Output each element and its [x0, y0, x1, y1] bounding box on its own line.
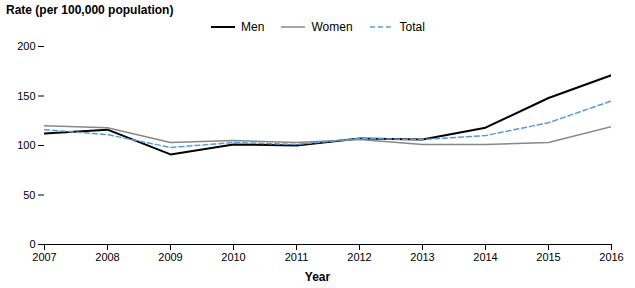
svg-text:2009: 2009 [158, 251, 182, 263]
svg-text:2011: 2011 [285, 251, 309, 263]
html-text:Year: Year [304, 270, 331, 284]
svg-text:2016: 2016 [599, 251, 623, 263]
svg-text:2013: 2013 [410, 251, 434, 263]
html-text:Total: Total [399, 20, 425, 34]
html-text:Men: Men [241, 20, 265, 34]
svg-text:2007: 2007 [32, 251, 56, 263]
html-text:Rate (per 100,000 population): Rate (per 100,000 population) [6, 3, 174, 17]
html-text:Women: Women [311, 20, 353, 34]
svg-text:150: 150 [17, 90, 35, 102]
svg-text:100: 100 [17, 139, 35, 151]
svg-text:2010: 2010 [221, 251, 245, 263]
svg-text:2012: 2012 [347, 251, 371, 263]
svg-text:50: 50 [23, 189, 35, 201]
svg-text:2015: 2015 [536, 251, 560, 263]
svg-text:2014: 2014 [473, 251, 497, 263]
svg-text:200: 200 [17, 40, 35, 52]
svg-text:2008: 2008 [95, 251, 119, 263]
svg-text:0: 0 [29, 238, 35, 250]
